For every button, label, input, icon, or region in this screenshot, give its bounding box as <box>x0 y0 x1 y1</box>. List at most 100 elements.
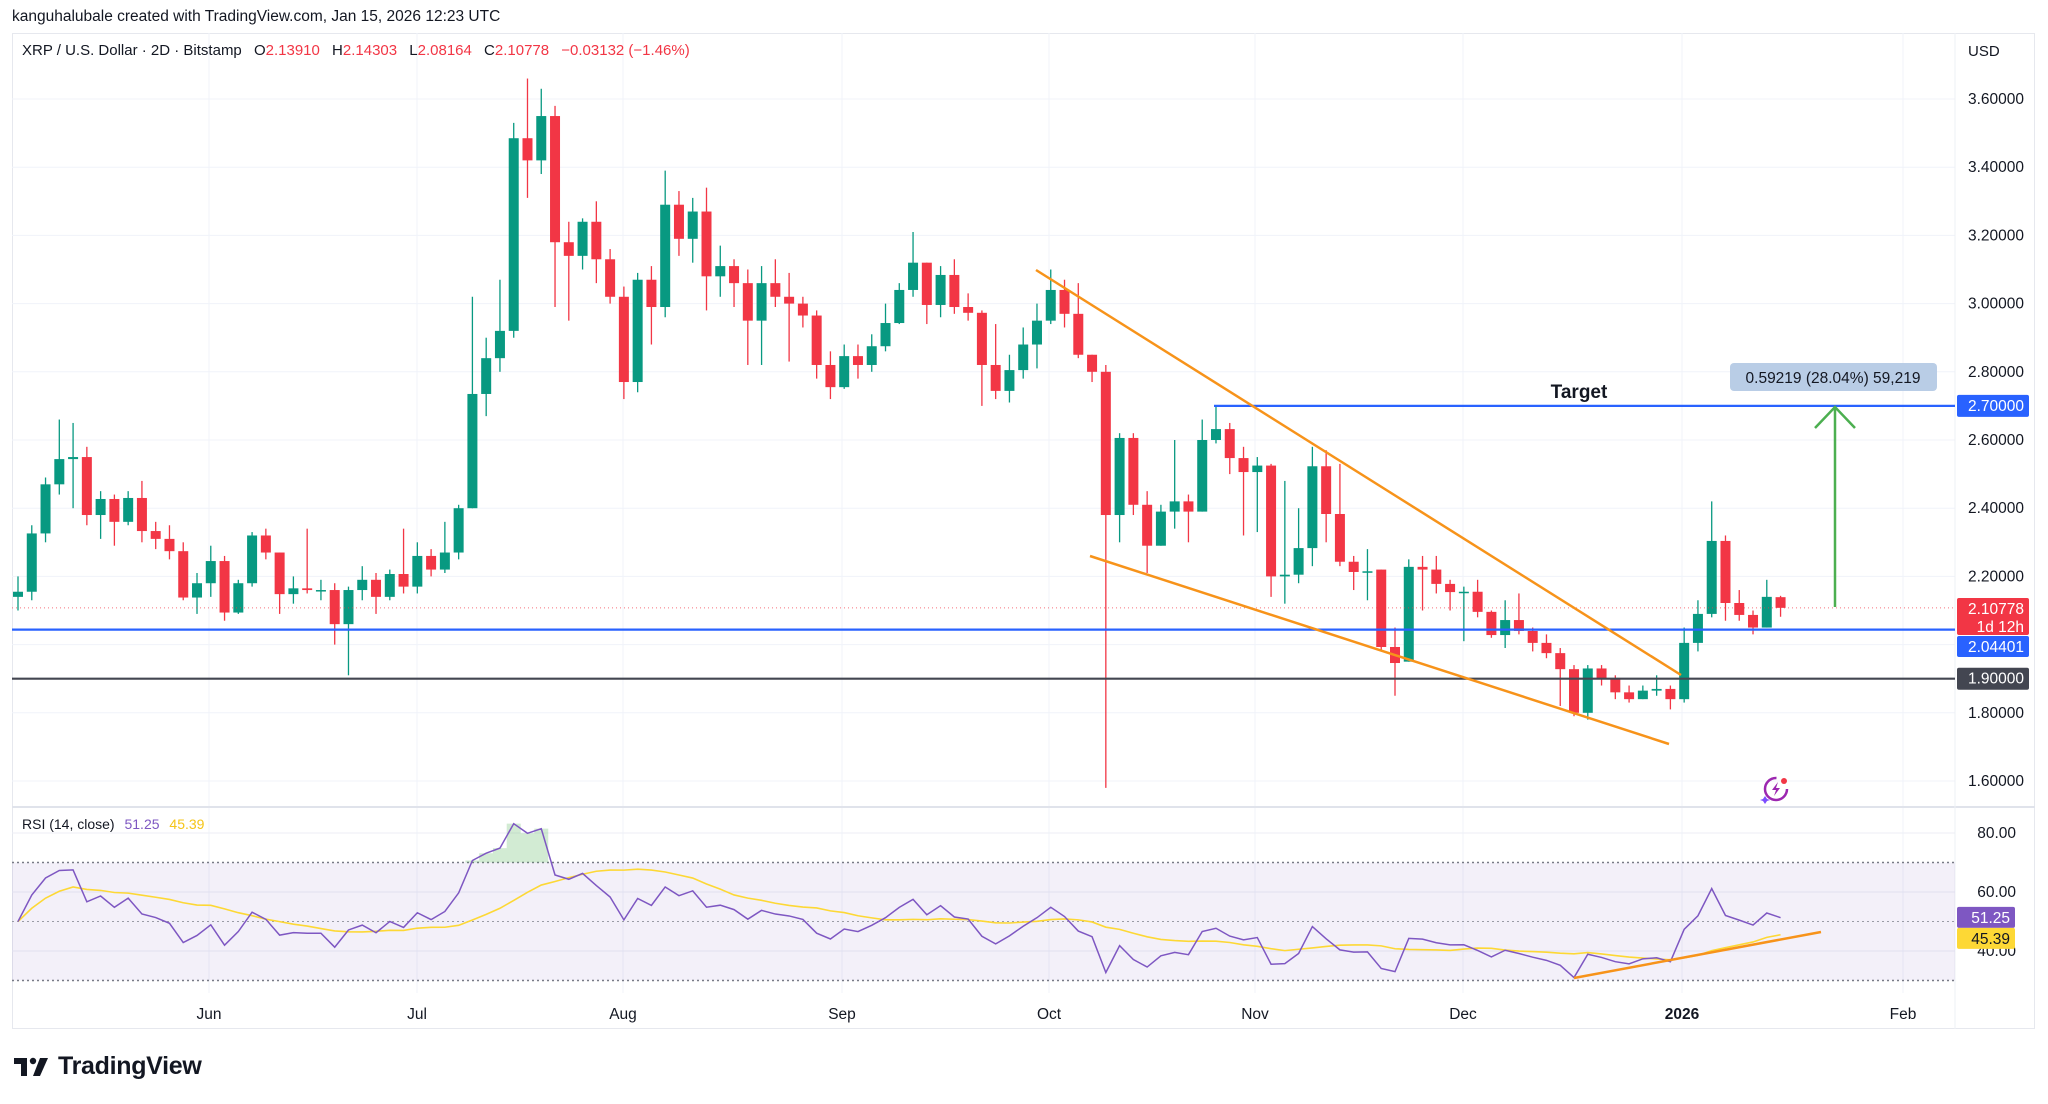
candle[interactable] <box>536 88 547 175</box>
candle[interactable] <box>522 78 533 198</box>
candle[interactable] <box>1252 457 1263 533</box>
candle[interactable] <box>1224 422 1235 475</box>
candle[interactable] <box>1665 685 1676 710</box>
candle[interactable] <box>233 579 244 614</box>
candle[interactable] <box>1692 600 1703 652</box>
candle[interactable] <box>1390 627 1400 696</box>
tradingview-logo[interactable]: TradingView <box>14 1052 202 1081</box>
candle[interactable] <box>247 532 258 587</box>
candle[interactable] <box>1637 685 1648 700</box>
candle[interactable] <box>632 272 643 393</box>
candle[interactable] <box>398 528 409 594</box>
candle[interactable] <box>963 293 974 321</box>
candle[interactable] <box>1266 463 1277 597</box>
candle[interactable] <box>384 569 395 601</box>
candle[interactable] <box>1596 665 1607 686</box>
candle[interactable] <box>1376 569 1387 652</box>
candle[interactable] <box>1183 494 1194 543</box>
candle[interactable] <box>1445 579 1456 611</box>
upper-trendline[interactable] <box>1035 268 1682 677</box>
candle[interactable] <box>770 259 781 308</box>
candle[interactable] <box>742 269 753 365</box>
candle[interactable] <box>494 279 505 372</box>
candle[interactable] <box>660 170 671 318</box>
candle[interactable] <box>687 197 698 263</box>
candle[interactable] <box>109 494 120 546</box>
candle[interactable] <box>1031 303 1042 369</box>
candle[interactable] <box>1018 327 1029 379</box>
candle[interactable] <box>756 266 767 365</box>
candle[interactable] <box>453 504 464 560</box>
candle[interactable] <box>1720 535 1731 621</box>
candle[interactable] <box>1569 665 1580 717</box>
rsi-title[interactable]: RSI (14, close) <box>22 816 115 832</box>
candle[interactable] <box>1734 590 1745 621</box>
candle[interactable] <box>1748 610 1759 635</box>
candle[interactable] <box>1679 627 1690 703</box>
candle[interactable] <box>1087 354 1098 383</box>
candle[interactable] <box>1362 549 1373 601</box>
candle[interactable] <box>1775 595 1786 617</box>
candle[interactable] <box>371 572 382 614</box>
candle[interactable] <box>1279 480 1290 604</box>
candle[interactable] <box>563 221 574 321</box>
candle[interactable] <box>1348 555 1359 591</box>
candle[interactable] <box>811 310 822 379</box>
candle[interactable] <box>288 576 299 604</box>
candle[interactable] <box>1307 446 1318 567</box>
candle[interactable] <box>880 303 891 352</box>
candle[interactable] <box>1293 508 1304 584</box>
currency-label[interactable]: USD <box>1968 43 2000 60</box>
candle[interactable] <box>95 491 106 539</box>
candle[interactable] <box>701 187 712 311</box>
candle[interactable] <box>839 344 850 389</box>
candle[interactable] <box>13 576 23 611</box>
arrow-up-icon[interactable] <box>1814 405 1856 607</box>
candle[interactable] <box>205 545 216 597</box>
candle[interactable] <box>1513 593 1524 635</box>
candle[interactable] <box>1500 600 1511 649</box>
candle[interactable] <box>164 525 175 560</box>
candle[interactable] <box>990 324 1001 400</box>
candle[interactable] <box>1582 665 1593 720</box>
candle[interactable] <box>976 310 987 406</box>
candle[interactable] <box>1458 586 1469 642</box>
candle[interactable] <box>1403 559 1414 662</box>
candle[interactable] <box>1238 446 1249 536</box>
candle[interactable] <box>357 566 368 601</box>
candle[interactable] <box>412 542 423 594</box>
candle[interactable] <box>618 286 629 400</box>
candle[interactable] <box>921 262 932 325</box>
candle[interactable] <box>68 422 79 509</box>
candle[interactable] <box>1417 555 1428 611</box>
candle[interactable] <box>1431 555 1442 594</box>
candle[interactable] <box>784 272 795 362</box>
candle[interactable] <box>81 446 92 526</box>
candle[interactable] <box>178 542 189 601</box>
candle[interactable] <box>1100 364 1111 788</box>
candle[interactable] <box>315 579 326 601</box>
candle[interactable] <box>852 344 863 379</box>
candle[interactable] <box>908 231 919 297</box>
candle[interactable] <box>508 122 519 338</box>
candle[interactable] <box>219 555 230 621</box>
candle[interactable] <box>260 528 271 560</box>
candle[interactable] <box>894 283 905 325</box>
candle[interactable] <box>1472 579 1483 618</box>
candle[interactable] <box>1334 463 1345 567</box>
candle[interactable] <box>274 552 285 614</box>
candle[interactable] <box>1004 354 1015 403</box>
candle[interactable] <box>343 586 354 676</box>
candle[interactable] <box>1155 504 1166 546</box>
candle[interactable] <box>591 201 602 284</box>
lightning-icon[interactable] <box>1760 776 1789 804</box>
candle[interactable] <box>1169 440 1180 529</box>
candle[interactable] <box>673 191 684 256</box>
candle[interactable] <box>797 296 808 328</box>
candle[interactable] <box>866 334 877 372</box>
candle[interactable] <box>825 351 836 400</box>
symbol-title[interactable]: XRP / U.S. Dollar · 2D · Bitstamp <box>22 42 242 59</box>
candle[interactable] <box>550 105 561 308</box>
candle[interactable] <box>1541 634 1552 659</box>
